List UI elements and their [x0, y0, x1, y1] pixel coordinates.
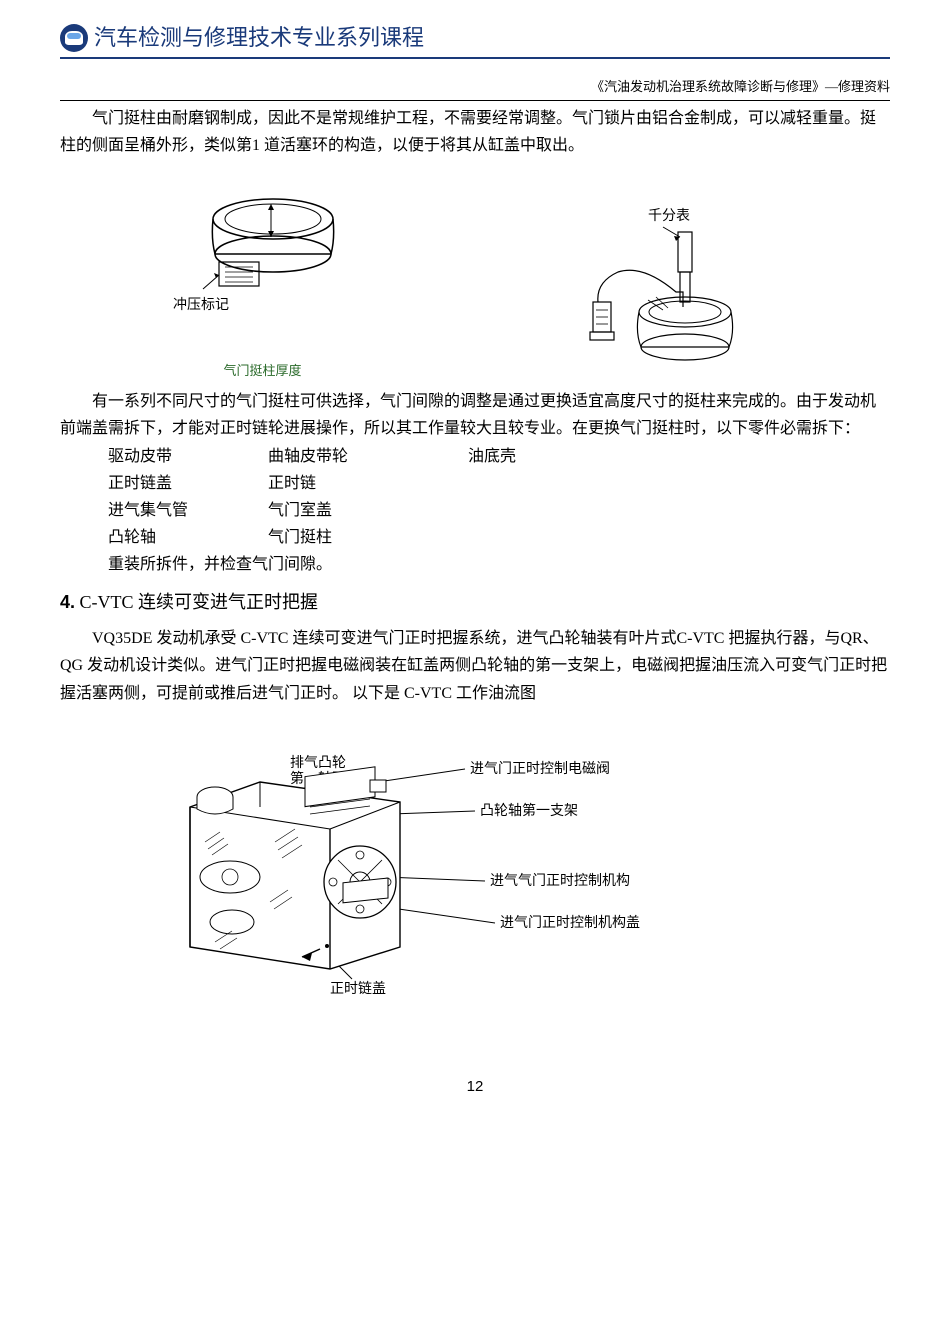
- source-underline: [60, 100, 890, 101]
- figure-2: 千分表: [568, 202, 788, 382]
- parts-cell: 正时链: [268, 470, 468, 497]
- valve-lifter-diagram: 冲压标记: [163, 179, 363, 359]
- solenoid-label: 进气门正时控制电磁阀: [470, 761, 610, 777]
- bracket-label: 凸轮轴第一支架: [480, 802, 578, 819]
- page-number: 12: [60, 1075, 890, 1099]
- parts-cell: [468, 524, 628, 551]
- parts-list: 驱动皮带 曲轴皮带轮 油底壳 正时链盖 正时链 进气集气管 气门室盖 凸轮轴 气…: [108, 443, 890, 579]
- paragraph-2: 有一系列不同尺寸的气门挺柱可供选择，气门间隙的调整是通过更换适宜高度尺寸的挺柱来…: [60, 388, 890, 442]
- parts-cell: 气门室盖: [268, 497, 468, 524]
- paragraph-1: 气门挺柱由耐磨钢制成，因此不是常规维护工程，不需要经常调整。气门锁片由铝合金制成…: [60, 105, 890, 159]
- cover-label: 进气门正时控制机构盖: [500, 915, 640, 931]
- cvtc-oil-flow-diagram: 排气凸轮 第一轴颈 进气门正时控制电磁阀 凸轮轴第一支架 进气气门正时控制机构 …: [160, 747, 680, 1007]
- parts-cell: 气门挺柱: [268, 524, 468, 551]
- paragraph-3: VQ35DE 发动机承受 C-VTC 连续可变进气门正时把握系统，进气凸轮轴装有…: [60, 625, 890, 707]
- parts-row-1: 驱动皮带 曲轴皮带轮 油底壳: [108, 443, 890, 470]
- parts-cell: [468, 470, 628, 497]
- exhaust-cam-label: 排气凸轮: [290, 755, 346, 771]
- header-underline: [60, 57, 890, 59]
- parts-cell: 驱动皮带: [108, 443, 268, 470]
- chain-cover-label: 正时链盖: [330, 981, 386, 997]
- parts-cell: [468, 497, 628, 524]
- document-source: 《汽油发动机治理系统故障诊断与修理》—修理资料: [60, 77, 890, 98]
- parts-cell: 凸轮轴: [108, 524, 268, 551]
- section-4-heading: 4. C-VTC 连续可变进气正时把握: [60, 588, 890, 617]
- figures-row: 冲压标记 气门挺柱厚度 千分表: [60, 179, 890, 382]
- section-title: C-VTC 连续可变进气正时把握: [75, 592, 318, 612]
- parts-row-2: 正时链盖 正时链: [108, 470, 890, 497]
- cvtc-diagram-container: 排气凸轮 第一轴颈 进气门正时控制电磁阀 凸轮轴第一支架 进气气门正时控制机构 …: [160, 747, 890, 1016]
- dial-label: 千分表: [648, 208, 690, 224]
- stamp-label: 冲压标记: [173, 297, 229, 313]
- parts-row-4: 凸轮轴 气门挺柱: [108, 524, 890, 551]
- section-number: 4.: [60, 592, 75, 612]
- parts-cell: 油底壳: [468, 443, 628, 470]
- page-header: 汽车检测与修理技术专业系列课程: [60, 20, 890, 55]
- parts-cell: 进气集气管: [108, 497, 268, 524]
- mechanism-label: 进气气门正时控制机构: [490, 873, 630, 889]
- dial-gauge-diagram: 千分表: [568, 202, 788, 382]
- parts-row-3: 进气集气管 气门室盖: [108, 497, 890, 524]
- figure-1-caption: 气门挺柱厚度: [223, 361, 301, 382]
- parts-cell: 曲轴皮带轮: [268, 443, 468, 470]
- figure-1: 冲压标记 气门挺柱厚度: [163, 179, 363, 382]
- logo-icon: [60, 24, 88, 52]
- header-title: 汽车检测与修理技术专业系列课程: [94, 20, 424, 55]
- parts-row-5: 重装所拆件，并检查气门间隙。: [108, 551, 890, 578]
- parts-cell: 正时链盖: [108, 470, 268, 497]
